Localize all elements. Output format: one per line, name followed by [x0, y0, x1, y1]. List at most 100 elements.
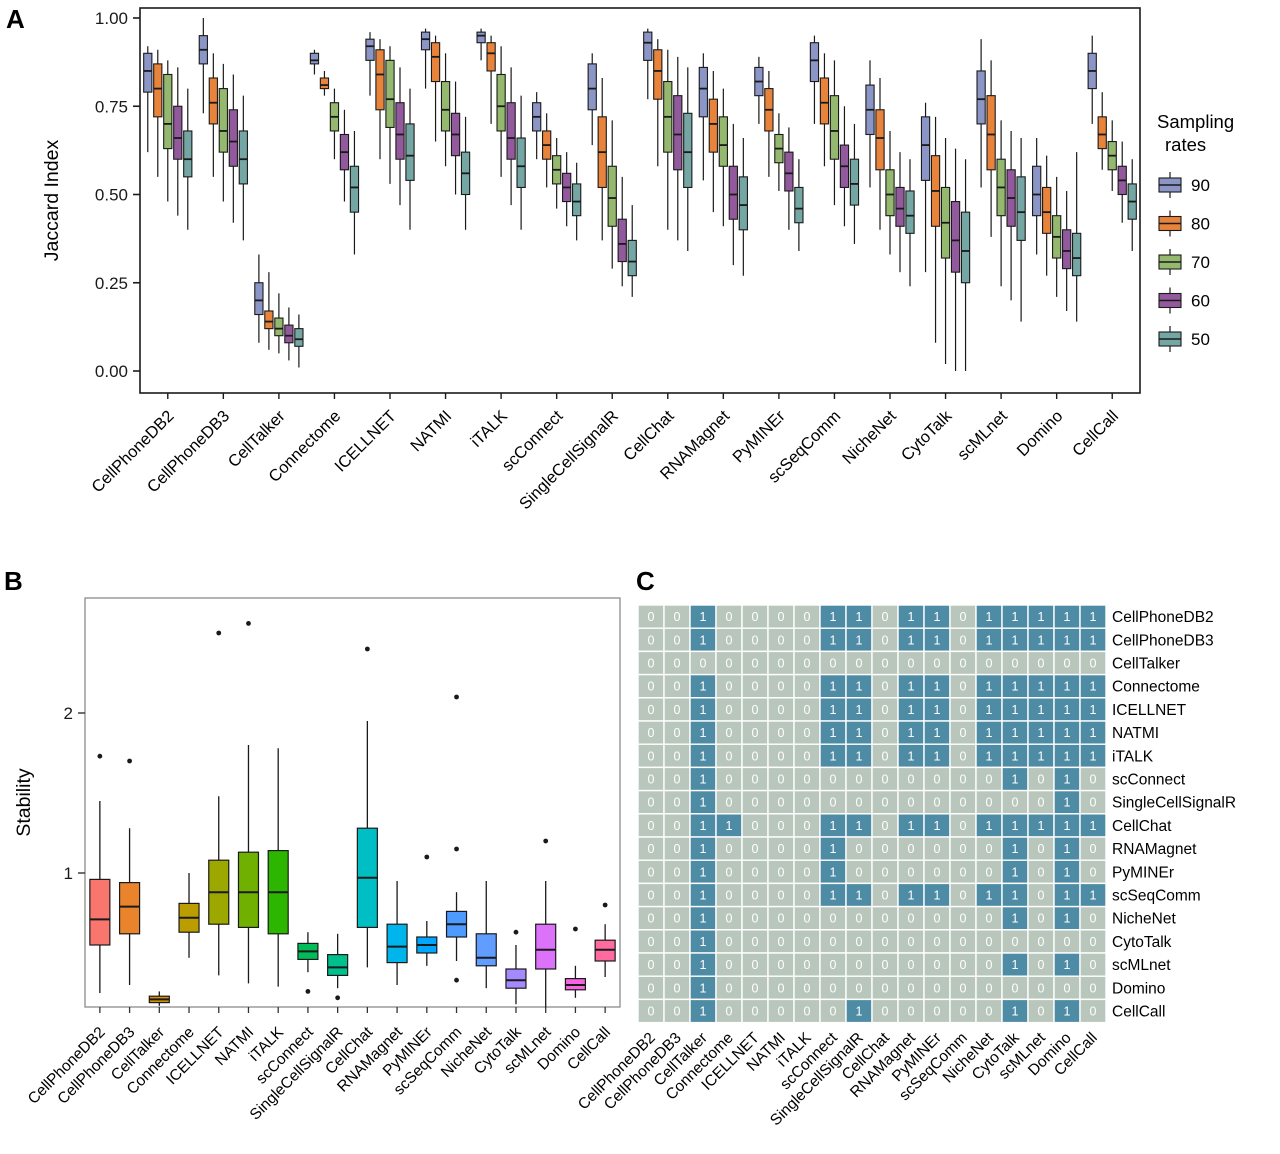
heatmap-cell-value: 0: [934, 912, 941, 926]
heatmap-cell-value: 0: [960, 842, 967, 856]
heatmap-cell-value: 0: [804, 726, 811, 740]
heatmap-cell-value: 1: [700, 633, 707, 647]
heatmap-cell-value: 1: [986, 819, 993, 833]
heatmap-cell-value: 1: [1064, 749, 1071, 763]
heatmap-cell-value: 1: [830, 889, 837, 903]
heatmap-cell-value: 0: [674, 773, 681, 787]
heatmap-cell-value: 0: [804, 958, 811, 972]
box: [430, 42, 441, 83]
heatmap-cell-value: 0: [674, 657, 681, 671]
heatmap-cell-value: 0: [882, 889, 889, 903]
heatmap-cell-value: 0: [986, 912, 993, 926]
heatmap-cell-value: 0: [778, 796, 785, 810]
legend-title: Sampling: [1157, 111, 1234, 132]
legend-entry-label: 60: [1191, 292, 1210, 311]
row-label: CellChat: [1112, 818, 1172, 835]
outlier-point: [424, 854, 430, 860]
heatmap-cell-value: 0: [960, 796, 967, 810]
box: [728, 165, 738, 220]
heatmap-cell-value: 0: [726, 958, 733, 972]
heatmap-cell-value: 1: [1012, 610, 1019, 624]
box: [173, 105, 183, 160]
heatmap-cell-value: 0: [726, 935, 733, 949]
heatmap-cell-value: 0: [830, 773, 837, 787]
heatmap-cell-value: 1: [1012, 749, 1019, 763]
box: [264, 310, 274, 330]
heatmap-cell-value: 0: [1012, 981, 1019, 995]
box: [405, 123, 415, 181]
legend-entry-label: 90: [1191, 176, 1210, 195]
heatmap-cell-value: 0: [674, 726, 681, 740]
heatmap-cell-value: 0: [1038, 958, 1045, 972]
row-label: SingleCellSignalR: [1112, 795, 1236, 812]
row-label: ICELLNET: [1112, 702, 1187, 719]
heatmap-cell-value: 0: [752, 912, 759, 926]
box: [875, 109, 885, 171]
heatmap-cell-value: 0: [1064, 935, 1071, 949]
box: [385, 59, 395, 128]
x-tick-label: iTALK: [467, 407, 511, 451]
heatmap-cell-value: 1: [1012, 703, 1019, 717]
heatmap-cell-value: 0: [674, 703, 681, 717]
box: [163, 73, 173, 150]
heatmap-cell-value: 0: [856, 981, 863, 995]
heatmap-cell-value: 1: [908, 749, 915, 763]
box: [653, 49, 663, 100]
row-label: scSeqComm: [1112, 888, 1201, 905]
box: [698, 66, 708, 118]
outlier-point: [97, 753, 103, 759]
heatmap-cell-value: 1: [986, 889, 993, 903]
heatmap-cell-value: 0: [882, 726, 889, 740]
heatmap-cell-value: 1: [934, 819, 941, 833]
heatmap-cell-value: 0: [674, 842, 681, 856]
heatmap-cell-value: 0: [778, 1005, 785, 1019]
heatmap-cell-value: 1: [856, 726, 863, 740]
heatmap-cell-value: 0: [1090, 958, 1097, 972]
heatmap-cell-value: 0: [1038, 657, 1045, 671]
heatmap-cell-value: 1: [986, 633, 993, 647]
heatmap-cell-value: 0: [1090, 865, 1097, 879]
heatmap-cell-value: 0: [648, 657, 655, 671]
heatmap-cell-value: 1: [908, 819, 915, 833]
heatmap-cell-value: 0: [648, 889, 655, 903]
heatmap-cell-value: 0: [882, 796, 889, 810]
heatmap-cell-value: 0: [882, 912, 889, 926]
heatmap-cell-value: 0: [882, 865, 889, 879]
heatmap-cell-value: 1: [856, 680, 863, 694]
heatmap-cell-value: 1: [700, 981, 707, 995]
heatmap-cell-value: 0: [960, 633, 967, 647]
box: [1042, 186, 1052, 234]
heatmap-cell-value: 0: [778, 865, 785, 879]
heatmap-cell-value: 0: [752, 842, 759, 856]
heatmap-cell-value: 1: [908, 680, 915, 694]
heatmap-cell-value: 0: [726, 749, 733, 763]
legend-title: rates: [1165, 134, 1206, 155]
x-tick-label: scMLnet: [954, 407, 1011, 464]
heatmap-cell-value: 1: [1038, 819, 1045, 833]
heatmap-cell-value: 0: [1038, 796, 1045, 810]
row-label: iTALK: [1112, 748, 1154, 765]
heatmap-cell-value: 1: [1090, 819, 1097, 833]
heatmap-cell-value: 1: [1012, 819, 1019, 833]
box: [254, 282, 264, 316]
heatmap-cell-value: 0: [752, 703, 759, 717]
heatmap-cell-value: 0: [648, 680, 655, 694]
heatmap-cell-value: 1: [1090, 749, 1097, 763]
heatmap-cell-value: 0: [908, 796, 915, 810]
y-tick-label: 2: [64, 704, 73, 723]
heatmap-cell-value: 0: [986, 935, 993, 949]
heatmap-cell-value: 0: [674, 865, 681, 879]
heatmap-cell-value: 0: [882, 633, 889, 647]
heatmap-cell-value: 0: [804, 1005, 811, 1019]
box: [960, 211, 971, 284]
row-label: NATMI: [1112, 725, 1159, 742]
box: [420, 31, 431, 51]
heatmap-cell-value: 1: [830, 819, 837, 833]
heatmap-cell-value: 0: [648, 749, 655, 763]
heatmap-cell-value: 0: [804, 819, 811, 833]
box: [208, 77, 218, 125]
heatmap-cell-value: 1: [700, 958, 707, 972]
box: [228, 109, 238, 167]
heatmap-cell-value: 1: [934, 703, 941, 717]
